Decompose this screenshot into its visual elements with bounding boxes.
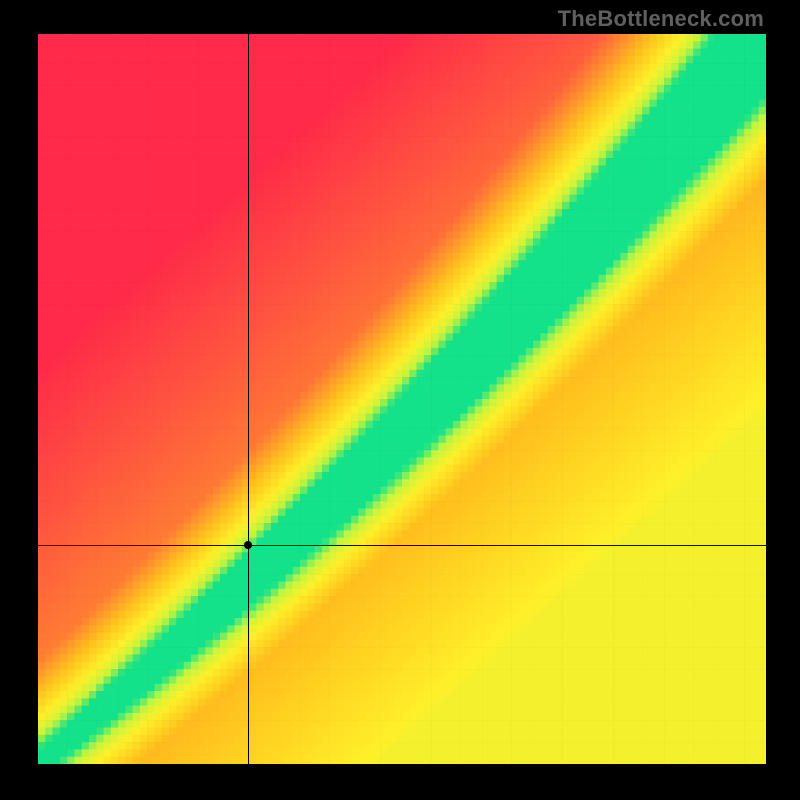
heatmap-canvas	[38, 34, 766, 764]
plot-area	[38, 34, 766, 764]
crosshair-vertical	[248, 34, 249, 764]
crosshair-horizontal	[38, 545, 766, 546]
crosshair-marker-dot	[244, 541, 252, 549]
figure-container: TheBottleneck.com	[0, 0, 800, 800]
watermark-text: TheBottleneck.com	[558, 6, 764, 32]
